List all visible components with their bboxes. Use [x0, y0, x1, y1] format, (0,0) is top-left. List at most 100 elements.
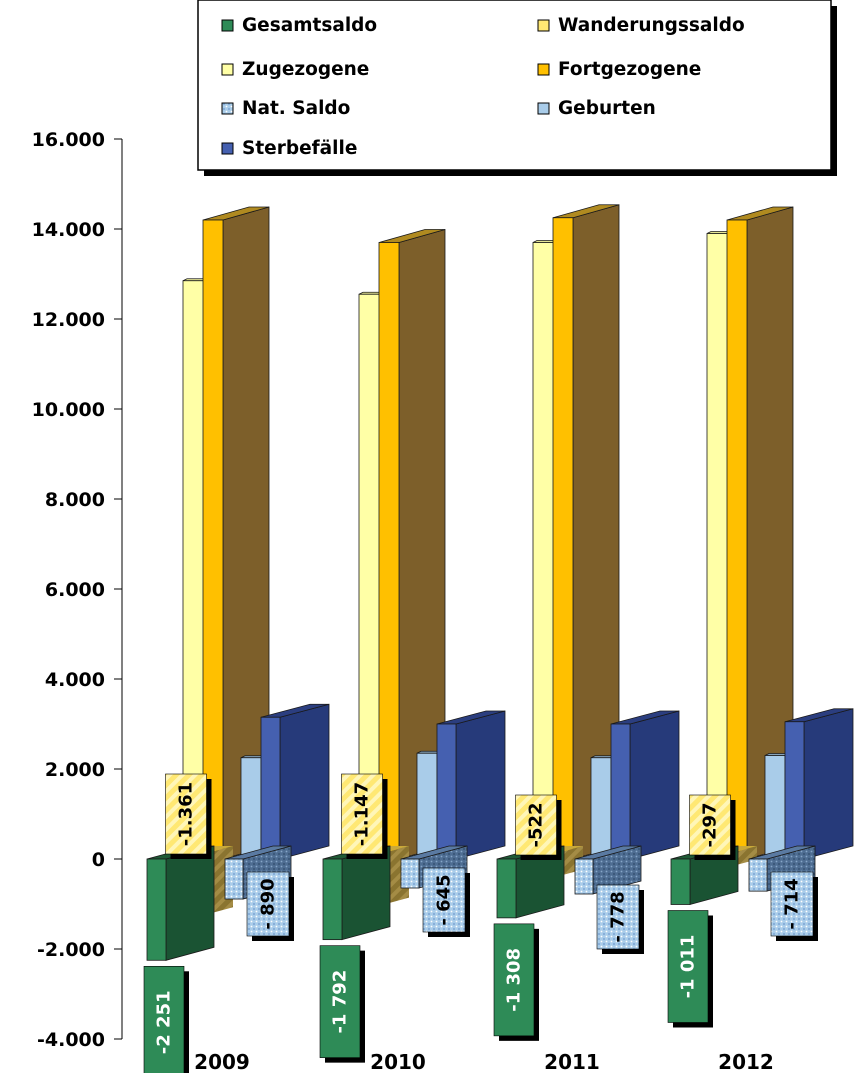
label-gesamtsaldo-2010: -1 792	[319, 945, 365, 1063]
label-nat-saldo-2009-text: - 890	[258, 878, 279, 929]
legend-item: Wanderungssaldo	[537, 15, 745, 36]
label-gesamtsaldo-2012-text: -1 011	[678, 935, 699, 999]
y-tick-label: 8.000	[45, 489, 105, 511]
bar-nat-saldo-2011-front	[574, 858, 594, 895]
bar-gesamtsaldo-2010	[322, 845, 391, 941]
bar-nat-saldo-2011	[574, 845, 642, 895]
legend: Gesamtsaldo Wanderungssaldo Zugezogene Fort…	[197, 0, 837, 176]
bar-gesamtsaldo-2010-side	[341, 845, 391, 941]
bar-gesamtsaldo-2010-front	[322, 858, 343, 941]
x-tick-label: 2010	[370, 1050, 426, 1073]
y-tick-label: 16.000	[32, 129, 105, 151]
label-wanderungssaldo-2012-text: -297	[700, 802, 721, 847]
label-gesamtsaldo-2011-text: -1 308	[504, 948, 525, 1012]
bars	[146, 204, 854, 961]
label-nat-saldo-2011: - 778	[596, 884, 644, 954]
label-gesamtsaldo-2009: -2 251	[143, 965, 189, 1073]
label-wanderungssaldo-2009-text: -1.361	[176, 782, 197, 846]
label-wanderungssaldo-2011: -522	[515, 794, 562, 860]
legend-item: Fortgezogene	[537, 59, 701, 80]
label-gesamtsaldo-2010-box	[319, 945, 361, 1058]
label-wanderungssaldo-2012-box	[689, 794, 731, 856]
label-nat-saldo-2009-box	[246, 871, 290, 937]
bar-zugezogene-2009-front	[182, 280, 205, 860]
label-wanderungssaldo-2010-box	[341, 773, 383, 855]
legend-label: Nat. Saldo	[242, 98, 350, 119]
bar-sterbefaelle-2010-side	[455, 710, 506, 860]
x-tick-label: 2012	[718, 1050, 774, 1073]
legend-swatch	[221, 63, 234, 76]
bar-geburten-2012-front	[764, 755, 786, 860]
label-nat-saldo-2012: - 714	[770, 871, 818, 941]
bar-nat-saldo-2009-front	[224, 858, 244, 900]
label-nat-saldo-2011-text: - 778	[608, 891, 629, 942]
x-tick-label: 2009	[194, 1050, 250, 1073]
bar-geburten-2011-front	[590, 757, 612, 860]
legend-item: Nat. Saldo	[221, 98, 350, 119]
y-tick-label: 0	[92, 849, 105, 871]
bar-gesamtsaldo-2011	[496, 845, 565, 919]
y-axis: -4.000 -2.000 0 2.000 4.000 6.000 8.000 10.000 1…	[32, 129, 123, 1051]
bar-sterbefaelle-2010-front	[436, 723, 457, 860]
legend-item: Sterbefälle	[221, 138, 357, 159]
label-gesamtsaldo-2011: -1 308	[493, 923, 539, 1041]
label-nat-saldo-2012-text: - 714	[782, 878, 803, 929]
y-tick-label: 10.000	[32, 399, 105, 421]
label-wanderungssaldo-2010-text: -1.147	[352, 782, 373, 846]
label-nat-saldo-2012-box	[770, 871, 814, 937]
legend-label: Wanderungssaldo	[558, 15, 745, 36]
bar-fortgezogene-2010-front	[378, 242, 400, 860]
bar-sterbefaelle-2009-front	[260, 716, 281, 860]
legend-item: Geburten	[537, 98, 656, 119]
bar-fortgezogene-2010	[378, 228, 446, 860]
label-gesamtsaldo-2009-text: -2 251	[154, 990, 175, 1054]
legend-label: Geburten	[558, 98, 656, 119]
bar-gesamtsaldo-2009-front	[146, 858, 167, 961]
legend-box	[197, 0, 832, 171]
bar-sterbefaelle-2009-side	[279, 703, 330, 860]
bar-sterbefaelle-2011-front	[610, 723, 631, 860]
y-tick-label: -2.000	[37, 939, 105, 961]
legend-label: Zugezogene	[242, 59, 369, 80]
label-gesamtsaldo-2011-box	[493, 923, 535, 1037]
y-tick-label: 2.000	[45, 759, 105, 781]
legend-item: Gesamtsaldo	[221, 15, 377, 36]
label-gesamtsaldo-2009-box	[143, 965, 185, 1073]
y-tick-label: 12.000	[32, 309, 105, 331]
label-gesamtsaldo-2012: -1 011	[667, 910, 713, 1028]
legend-swatch	[221, 102, 234, 115]
bar-fortgezogene-2012-front	[726, 219, 748, 860]
legend-label: Sterbefälle	[242, 138, 357, 159]
label-wanderungssaldo-2011-text: -522	[526, 802, 547, 847]
bar-gesamtsaldo-2009-side	[165, 845, 215, 961]
legend-swatch	[537, 63, 550, 76]
label-gesamtsaldo-2010-text: -1 792	[330, 970, 351, 1034]
label-nat-saldo-2009: - 890	[246, 871, 294, 941]
label-nat-saldo-2011-box	[596, 884, 640, 950]
label-wanderungssaldo-2009-box	[165, 773, 207, 855]
label-wanderungssaldo-2010: -1.147	[341, 773, 388, 859]
bar-geburten-2009-front	[240, 757, 262, 860]
bar-geburten-2010-front	[416, 752, 438, 860]
label-wanderungssaldo-2012: -297	[689, 794, 736, 860]
bar-sterbefaelle-2012-front	[784, 721, 805, 860]
bar-sterbefaelle-2010	[436, 710, 506, 860]
label-nat-saldo-2010: - 645	[422, 867, 470, 937]
legend-label: Fortgezogene	[558, 59, 701, 80]
legend-item: Zugezogene	[221, 59, 369, 80]
y-tick-label: 6.000	[45, 579, 105, 601]
bar-sterbefaelle-2009	[260, 703, 330, 860]
bar-fortgezogene-2009	[202, 206, 270, 860]
bar-sterbefaelle-2012	[784, 708, 854, 860]
legend-swatch	[537, 102, 550, 115]
y-tick-label: 14.000	[32, 219, 105, 241]
bar-sterbefaelle-2011-side	[629, 710, 680, 860]
label-wanderungssaldo-2009: -1.361	[165, 773, 212, 859]
y-tick-label: -4.000	[37, 1029, 105, 1051]
x-tick-label: 2011	[544, 1050, 600, 1073]
bar-sterbefaelle-2011	[610, 710, 680, 860]
legend-swatch	[537, 19, 550, 32]
label-nat-saldo-2010-text: - 645	[434, 874, 455, 925]
bar-zugezogene-2011-front	[532, 242, 555, 860]
